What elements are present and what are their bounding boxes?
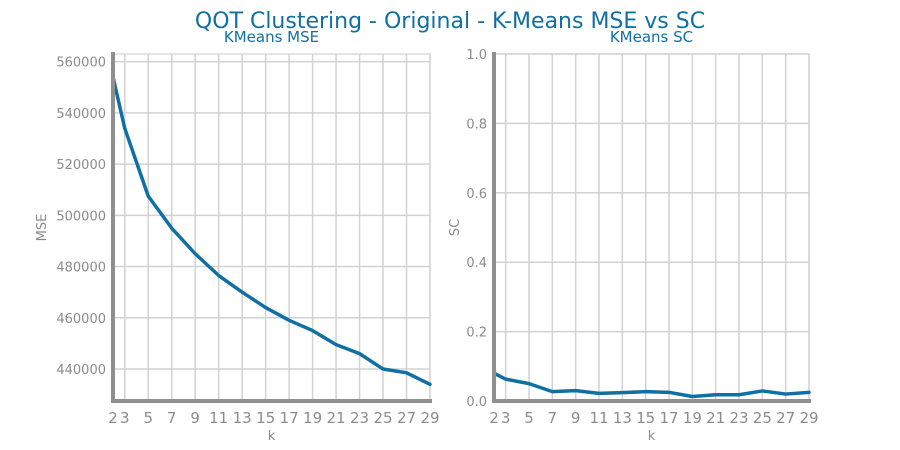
sc-y-tick-label: 0.8: [466, 117, 487, 132]
mse-y-tick-label: 540000: [56, 107, 106, 122]
mse-x-tick-label: 25: [373, 409, 392, 427]
mse-y-tick-label: 440000: [56, 363, 106, 378]
mse-y-tick-label: 520000: [56, 158, 106, 173]
mse-y-tick-label: 560000: [56, 56, 106, 71]
mse-x-tick-label: 17: [280, 409, 299, 427]
sc-y-tick-label: 0.6: [466, 187, 487, 202]
mse-y-tick-label: 500000: [56, 209, 106, 224]
mse-x-tick-label: 2: [108, 409, 118, 427]
sc-x-tick-label: 17: [659, 409, 678, 427]
sc-x-axis-label: k: [648, 429, 656, 444]
mse-x-tick-label: 11: [209, 409, 228, 427]
mse-x-tick-label: 15: [256, 409, 275, 427]
sc-x-tick-label: 7: [548, 409, 558, 427]
sc-x-tick-label: 19: [683, 409, 702, 427]
mse-x-tick-label: 9: [190, 409, 200, 427]
sc-x-tick-label: 25: [753, 409, 772, 427]
sc-x-tick-label: 2: [489, 409, 499, 427]
sc-chart-title: KMeans SC: [610, 28, 693, 46]
sc-y-tick-label: 0.0: [466, 395, 487, 410]
sc-x-tick-label: 23: [729, 409, 748, 427]
sc-y-tick-label: 1.0: [466, 48, 487, 63]
mse-x-axis-label: k: [268, 429, 276, 444]
plots-container: 440000 460000 480000 500000 520000 540000 5600…: [35, 28, 819, 444]
sc-x-tick-label: 21: [706, 409, 725, 427]
mse-x-tick-label: 5: [143, 409, 153, 427]
mse-x-tick-label: 7: [167, 409, 177, 427]
sc-series-line: [492, 371, 811, 399]
sc-x-tick-label: 13: [613, 409, 632, 427]
sc-y-tick-label: 0.2: [466, 326, 487, 341]
sc-x-tick-label: 27: [776, 409, 795, 427]
mse-x-tick-label: 19: [303, 409, 322, 427]
mse-x-tick-label: 23: [350, 409, 369, 427]
mse-y-axis-label: MSE: [35, 214, 50, 242]
figure-title: QOT Clustering - Original - K-Means MSE …: [195, 9, 705, 34]
sc-x-tick-label: 29: [799, 409, 818, 427]
sc-x-tick-label: 3: [501, 409, 511, 427]
sc-x-tick-label: 9: [571, 409, 581, 427]
mse-x-tick-label: 13: [233, 409, 252, 427]
mse-x-tick-label: 29: [420, 409, 439, 427]
mse-x-tick-label: 21: [327, 409, 346, 427]
mse-x-tick-label: 27: [397, 409, 416, 427]
mse-y-tick-label: 480000: [56, 261, 106, 276]
mse-chart-title: KMeans MSE: [224, 28, 319, 46]
sc-y-axis-label: SC: [448, 219, 463, 236]
sc-x-tick-label: 15: [636, 409, 655, 427]
mse-series-line: [111, 75, 432, 387]
sc-x-tick-label: 11: [589, 409, 608, 427]
mse-y-tick-label: 460000: [56, 312, 106, 327]
mse-chart: 440000 460000 480000 500000 520000 540000 5600…: [35, 28, 440, 444]
sc-x-tick-label: 5: [524, 409, 534, 427]
mse-x-tick-label: 3: [120, 409, 130, 427]
sc-chart: 0.00.20.40.60.81.02 3 5 7 9 11 13 15 17 19 21 23 25 2…: [448, 28, 819, 444]
sc-y-tick-label: 0.4: [466, 256, 487, 271]
